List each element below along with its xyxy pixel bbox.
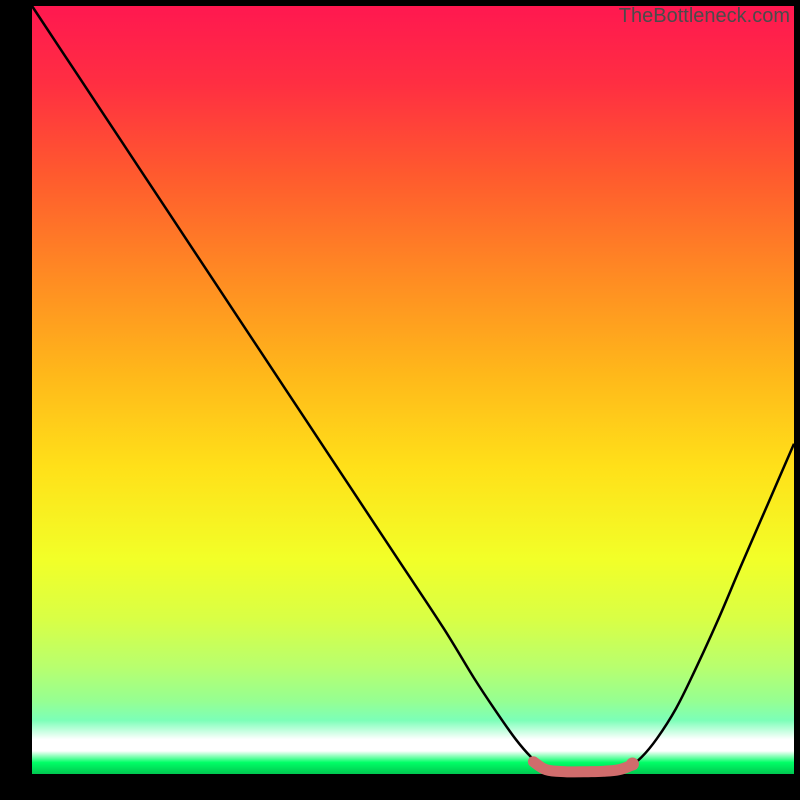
chart-container: TheBottleneck.com xyxy=(0,0,800,800)
plot-area-gradient xyxy=(32,6,794,774)
optimal-range-endpoint xyxy=(626,758,639,771)
bottleneck-chart: TheBottleneck.com xyxy=(0,0,800,800)
watermark-text: TheBottleneck.com xyxy=(619,5,790,27)
